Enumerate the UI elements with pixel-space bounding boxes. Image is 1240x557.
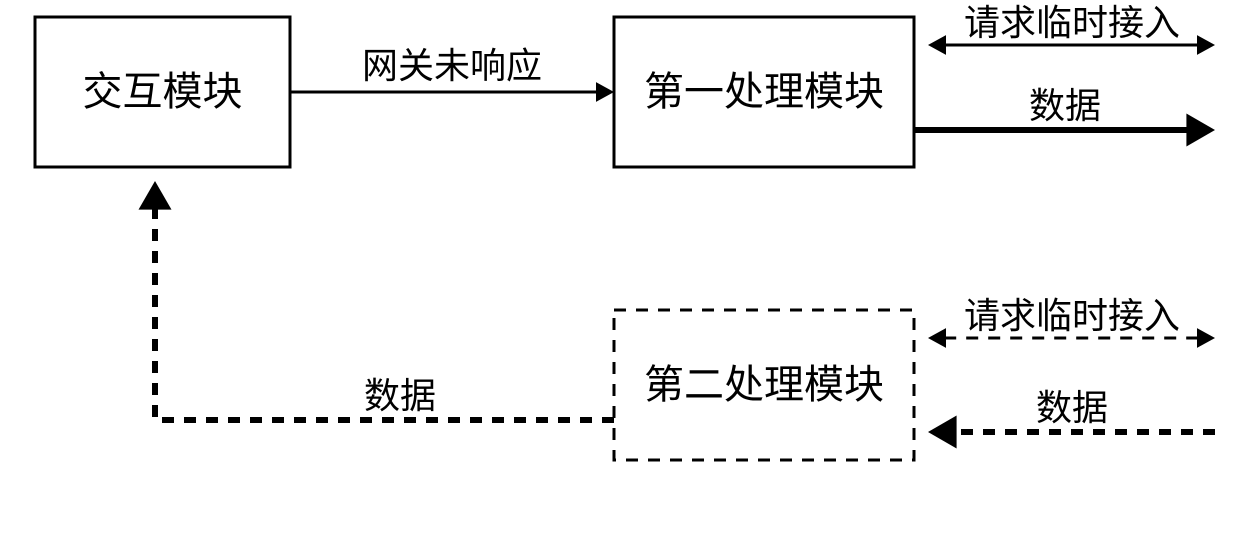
node-proc2: 第二处理模块: [614, 310, 914, 460]
arrow-a5: 数据: [928, 388, 1215, 449]
arrow-a6-label: 数据: [364, 376, 436, 416]
arrow-a6: 数据: [139, 181, 615, 420]
node-proc1-label: 第一处理模块: [644, 69, 884, 114]
node-interactive-label: 交互模块: [83, 69, 243, 114]
arrow-a5-label: 数据: [1036, 388, 1108, 428]
arrow-a2: 请求临时接入: [928, 3, 1215, 55]
node-interactive: 交互模块: [35, 17, 290, 167]
arrow-a4-label: 请求临时接入: [964, 296, 1180, 336]
node-proc1: 第一处理模块: [614, 17, 914, 167]
arrow-a3-label: 数据: [1029, 86, 1101, 126]
arrow-a4: 请求临时接入: [928, 296, 1215, 348]
arrow-a3: 数据: [914, 86, 1215, 147]
arrow-a1-label: 网关未响应: [362, 46, 542, 86]
node-proc2-label: 第二处理模块: [644, 362, 884, 407]
arrow-a1: 网关未响应: [290, 46, 614, 102]
arrow-a2-label: 请求临时接入: [964, 3, 1180, 43]
